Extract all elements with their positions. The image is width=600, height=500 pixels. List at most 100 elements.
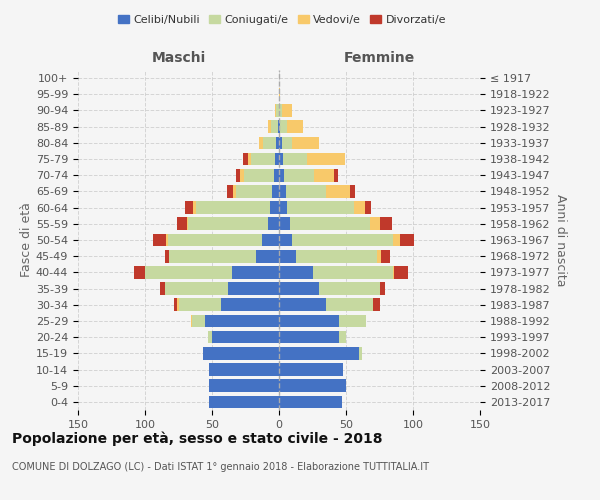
Bar bbox=[279, 331, 340, 344]
Bar bbox=[319, 282, 380, 295]
Bar bbox=[240, 169, 244, 181]
Bar bbox=[279, 136, 281, 149]
Bar bbox=[373, 298, 380, 311]
Bar bbox=[145, 266, 232, 278]
Bar bbox=[208, 331, 212, 344]
Bar bbox=[381, 250, 390, 262]
Bar bbox=[185, 202, 193, 214]
Bar bbox=[221, 298, 279, 311]
Text: COMUNE DI DOLZAGO (LC) - Dati ISTAT 1° gennaio 2018 - Elaborazione TUTTITALIA.IT: COMUNE DI DOLZAGO (LC) - Dati ISTAT 1° g… bbox=[12, 462, 429, 472]
Bar bbox=[272, 185, 279, 198]
Bar bbox=[209, 363, 279, 376]
Bar bbox=[262, 234, 279, 246]
Bar bbox=[232, 266, 279, 278]
Bar bbox=[292, 136, 319, 149]
Bar bbox=[236, 185, 272, 198]
Bar bbox=[278, 120, 279, 133]
Bar bbox=[177, 218, 187, 230]
Bar bbox=[259, 136, 263, 149]
Bar bbox=[370, 218, 380, 230]
Bar bbox=[400, 234, 415, 246]
Bar bbox=[394, 266, 407, 278]
Bar bbox=[243, 152, 248, 166]
Bar bbox=[263, 136, 277, 149]
Bar bbox=[380, 218, 392, 230]
Bar bbox=[179, 298, 221, 311]
Bar bbox=[393, 266, 394, 278]
Bar bbox=[160, 282, 165, 295]
Bar bbox=[350, 185, 355, 198]
Bar bbox=[326, 298, 373, 311]
Bar bbox=[256, 250, 279, 262]
Bar bbox=[279, 88, 280, 101]
Bar bbox=[279, 185, 286, 198]
Bar bbox=[279, 104, 281, 117]
Bar bbox=[269, 202, 279, 214]
Bar bbox=[283, 152, 307, 166]
Bar bbox=[205, 314, 279, 328]
Bar bbox=[280, 120, 287, 133]
Text: Popolazione per età, sesso e stato civile - 2018: Popolazione per età, sesso e stato civil… bbox=[12, 431, 383, 446]
Bar bbox=[268, 120, 271, 133]
Bar bbox=[279, 169, 284, 181]
Bar bbox=[166, 234, 168, 246]
Bar bbox=[236, 169, 240, 181]
Bar bbox=[279, 282, 319, 295]
Bar bbox=[268, 218, 279, 230]
Text: Maschi: Maschi bbox=[151, 51, 206, 65]
Text: Femmine: Femmine bbox=[344, 51, 415, 65]
Bar bbox=[279, 218, 290, 230]
Bar bbox=[313, 266, 393, 278]
Bar bbox=[340, 331, 346, 344]
Bar bbox=[279, 298, 326, 311]
Bar bbox=[275, 104, 277, 117]
Bar bbox=[209, 396, 279, 408]
Bar bbox=[187, 218, 188, 230]
Bar bbox=[279, 120, 280, 133]
Bar bbox=[292, 234, 393, 246]
Bar bbox=[393, 234, 400, 246]
Bar bbox=[196, 202, 269, 214]
Bar bbox=[314, 169, 334, 181]
Bar bbox=[165, 282, 228, 295]
Bar bbox=[326, 185, 350, 198]
Bar bbox=[274, 169, 279, 181]
Bar bbox=[279, 396, 342, 408]
Bar bbox=[192, 314, 205, 328]
Bar bbox=[251, 152, 275, 166]
Bar bbox=[228, 282, 279, 295]
Bar bbox=[290, 218, 370, 230]
Bar bbox=[281, 136, 292, 149]
Bar bbox=[284, 169, 314, 181]
Bar bbox=[279, 234, 292, 246]
Bar bbox=[281, 104, 292, 117]
Bar bbox=[279, 380, 346, 392]
Bar bbox=[279, 314, 340, 328]
Bar bbox=[296, 250, 377, 262]
Bar bbox=[279, 363, 343, 376]
Bar bbox=[271, 120, 278, 133]
Bar bbox=[354, 202, 365, 214]
Bar bbox=[277, 104, 279, 117]
Bar bbox=[233, 185, 236, 198]
Bar bbox=[287, 120, 303, 133]
Bar bbox=[380, 282, 385, 295]
Bar bbox=[377, 250, 381, 262]
Bar bbox=[279, 250, 296, 262]
Y-axis label: Anni di nascita: Anni di nascita bbox=[554, 194, 567, 286]
Bar bbox=[279, 266, 313, 278]
Legend: Celibi/Nubili, Coniugati/e, Vedovi/e, Divorzati/e: Celibi/Nubili, Coniugati/e, Vedovi/e, Di… bbox=[113, 10, 451, 29]
Bar bbox=[193, 202, 196, 214]
Bar bbox=[334, 169, 338, 181]
Bar bbox=[175, 298, 177, 311]
Bar bbox=[177, 298, 179, 311]
Bar bbox=[277, 136, 279, 149]
Bar bbox=[340, 314, 366, 328]
Bar bbox=[168, 234, 262, 246]
Bar bbox=[275, 152, 279, 166]
Bar bbox=[286, 185, 326, 198]
Bar bbox=[227, 185, 233, 198]
Bar bbox=[279, 152, 283, 166]
Bar bbox=[287, 202, 354, 214]
Bar bbox=[307, 152, 344, 166]
